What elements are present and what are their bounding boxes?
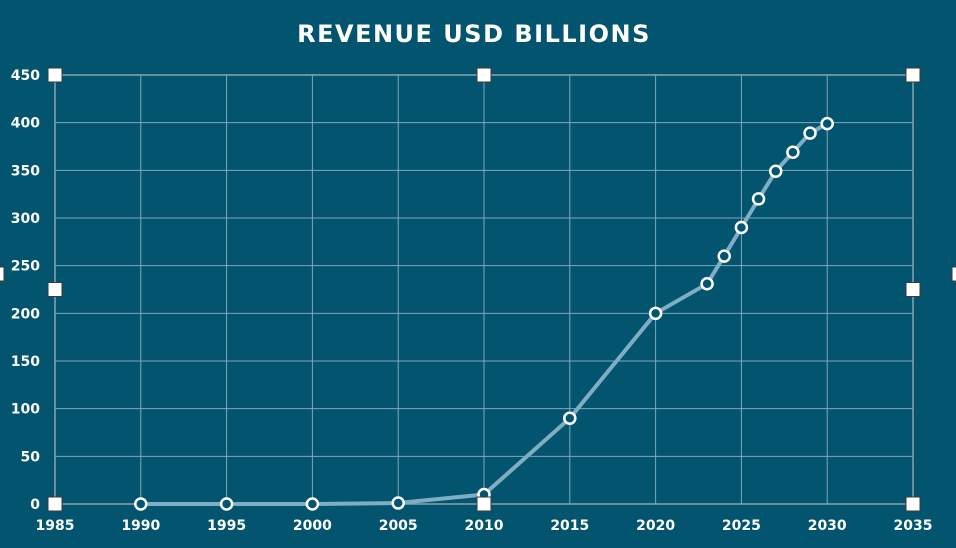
x-tick-label: 2020 <box>636 518 675 534</box>
markers-group <box>134 116 834 511</box>
data-point-marker[interactable] <box>717 249 731 263</box>
resize-handle[interactable] <box>47 67 63 83</box>
selection-handles <box>0 67 956 512</box>
x-tick-label: 1985 <box>36 518 75 534</box>
chart-title: REVENUE USD BILLIONS <box>297 20 651 48</box>
x-tick-label: 2005 <box>379 518 418 534</box>
resize-handle[interactable] <box>476 67 492 83</box>
y-tick-label: 250 <box>11 259 40 275</box>
x-axis-tick-labels: 1985 1990 1995 2000 2005 2010 2015 2020 2025 2030… <box>36 518 933 534</box>
x-tick-label: 1995 <box>207 518 246 534</box>
data-point-marker[interactable] <box>803 126 817 140</box>
resize-handle[interactable] <box>47 282 63 297</box>
resize-handle[interactable] <box>905 496 921 512</box>
data-point-marker[interactable] <box>768 164 783 179</box>
resize-handle[interactable] <box>951 266 956 282</box>
data-point-marker[interactable] <box>820 116 834 131</box>
data-point-marker[interactable] <box>700 277 714 291</box>
y-tick-label: 0 <box>30 497 40 513</box>
y-tick-label: 400 <box>11 116 40 132</box>
data-point-marker[interactable] <box>786 145 800 159</box>
data-point-marker[interactable] <box>648 306 663 321</box>
resize-handle[interactable] <box>47 496 63 512</box>
x-tick-label: 2035 <box>894 518 933 534</box>
y-tick-label: 50 <box>21 449 41 465</box>
y-tick-label: 100 <box>11 402 40 418</box>
x-tick-label: 2000 <box>293 518 332 534</box>
x-tick-label: 1990 <box>121 518 160 534</box>
resize-handle[interactable] <box>905 282 921 297</box>
resize-handle[interactable] <box>476 496 492 512</box>
data-point-marker[interactable] <box>391 496 405 510</box>
y-tick-label: 450 <box>11 68 40 84</box>
y-axis-tick-labels: 0 50 100 150 200 250 300 350 400 450 <box>11 68 40 513</box>
data-point-marker[interactable] <box>734 220 749 235</box>
y-tick-label: 350 <box>11 163 40 179</box>
resize-handle[interactable] <box>0 266 5 282</box>
x-tick-label: 2010 <box>465 518 504 534</box>
data-point-marker[interactable] <box>751 192 766 206</box>
y-tick-label: 200 <box>11 306 40 322</box>
data-point-marker[interactable] <box>305 497 320 511</box>
y-tick-label: 150 <box>11 354 40 370</box>
resize-handle[interactable] <box>905 67 921 83</box>
x-tick-label: 2025 <box>722 518 761 534</box>
data-point-marker[interactable] <box>563 411 577 425</box>
x-tick-label: 2015 <box>550 518 589 534</box>
data-point-marker[interactable] <box>219 497 234 511</box>
y-tick-label: 300 <box>11 211 40 227</box>
data-point-marker[interactable] <box>134 497 148 511</box>
gridlines <box>54 74 914 505</box>
x-tick-label: 2030 <box>808 518 847 534</box>
